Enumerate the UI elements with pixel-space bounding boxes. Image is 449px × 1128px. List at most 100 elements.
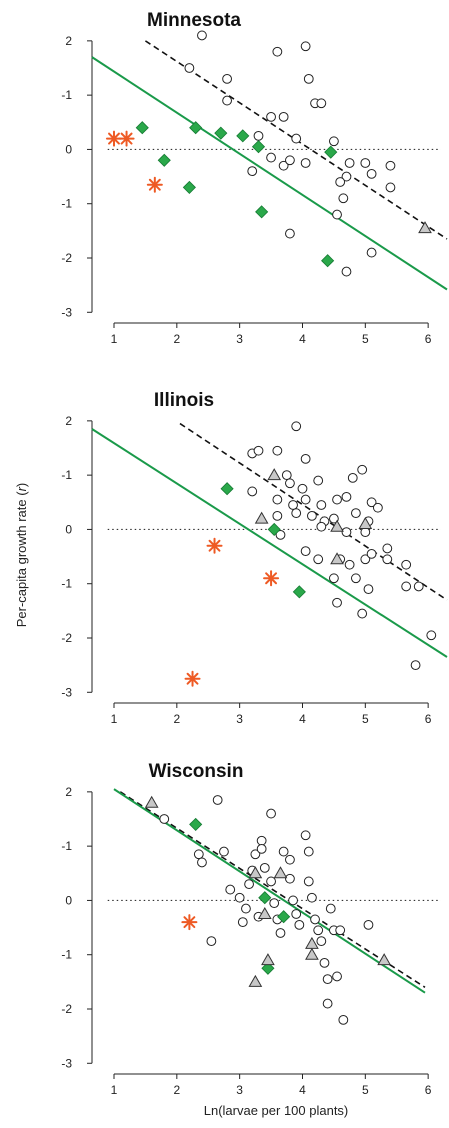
point-diamond — [135, 121, 149, 135]
point-diamond — [267, 522, 281, 536]
point-circle — [193, 849, 204, 860]
point-circle — [372, 502, 383, 513]
y-tick-label: -2 — [61, 631, 72, 645]
y-tick-label: -2 — [61, 1002, 72, 1016]
point-circle — [222, 95, 232, 106]
point-circle — [357, 608, 368, 619]
point-circle — [184, 63, 195, 73]
point-circle — [303, 73, 314, 84]
point-circle — [278, 160, 289, 171]
fit-line-green — [91, 428, 448, 658]
point-circle — [206, 936, 217, 947]
star-stroke — [186, 672, 199, 685]
point-circle — [285, 228, 295, 239]
point-circle — [316, 500, 327, 510]
y-tick-label: 2 — [65, 34, 72, 48]
point-circle — [300, 546, 311, 557]
star-stroke — [120, 132, 133, 145]
point-circle — [316, 936, 327, 947]
point-triangle — [144, 795, 159, 808]
point-triangle — [267, 468, 282, 481]
point-circle — [266, 152, 276, 163]
point-triangle — [248, 866, 263, 879]
point-circle — [341, 266, 352, 277]
panel-wisconsin: Wisconsin 2 -1 0 -1 -2 -3 1 2 3 4 5 6 — [61, 761, 441, 1097]
point-circle — [266, 808, 276, 819]
point-circle — [332, 209, 342, 220]
point-circle — [385, 160, 396, 171]
point-diamond — [236, 129, 250, 143]
x-tick-label: 6 — [425, 712, 432, 726]
point-circle — [350, 573, 361, 584]
point-diamond — [214, 126, 228, 140]
point-circle — [329, 573, 339, 584]
point-circle — [250, 849, 261, 860]
point-circle — [344, 559, 355, 570]
y-tick-label: 0 — [65, 142, 72, 156]
point-circle — [278, 111, 289, 122]
point-circle — [313, 475, 324, 486]
point-circle — [247, 166, 258, 177]
point-circle — [266, 111, 276, 122]
y-tick-label: -1 — [61, 577, 72, 591]
point-circle — [281, 470, 292, 481]
point-diamond — [258, 891, 272, 905]
point-circle — [401, 581, 412, 592]
point-circle — [310, 914, 320, 925]
point-circle — [344, 158, 355, 168]
point-diamond — [220, 482, 234, 496]
point-circle — [303, 846, 314, 857]
point-triangle — [254, 511, 269, 524]
point-circle — [329, 513, 339, 524]
point-circle — [332, 971, 342, 982]
x-tick-label: 3 — [236, 332, 243, 346]
point-circle — [332, 597, 342, 608]
point-star — [206, 537, 223, 554]
point-circle — [426, 630, 437, 641]
y-tick-label: -1 — [61, 88, 72, 102]
point-circle — [285, 478, 295, 489]
point-circle — [366, 168, 377, 179]
star-stroke — [265, 572, 278, 585]
point-circle — [241, 903, 251, 914]
point-diamond — [189, 121, 203, 135]
x-tick-label: 1 — [111, 332, 118, 346]
point-circle — [313, 554, 324, 565]
x-tick-label: 2 — [173, 712, 180, 726]
point-circle — [316, 98, 327, 109]
panel-title: Illinois — [154, 390, 214, 411]
point-circle — [335, 177, 346, 187]
point-circle — [275, 928, 286, 938]
point-circle — [347, 472, 358, 483]
point-circle — [307, 892, 317, 903]
point-circle — [256, 835, 267, 846]
point-star — [118, 130, 135, 147]
point-circle — [325, 903, 336, 914]
point-circle — [341, 491, 352, 502]
panel-title: Wisconsin — [149, 761, 244, 782]
point-circle — [272, 46, 283, 57]
y-axis-title: Per-capita growth rate (r) — [14, 483, 29, 628]
point-circle — [319, 957, 330, 968]
star-stroke — [183, 916, 196, 929]
point-circle — [363, 584, 374, 595]
point-circle — [413, 581, 424, 592]
point-circle — [269, 898, 280, 909]
point-circle — [382, 543, 393, 554]
point-circle — [401, 559, 412, 570]
point-circle — [360, 158, 371, 168]
y-tick-label: -1 — [61, 948, 72, 962]
point-circle — [272, 510, 283, 521]
y-tick-label: -3 — [61, 685, 72, 699]
panel-minnesota: Minnesota 2 -1 0 -1 -2 -3 1 2 3 4 5 6 — [61, 10, 448, 346]
point-diamond — [292, 585, 306, 599]
x-tick-label: 5 — [362, 712, 369, 726]
x-tick-label: 2 — [173, 1083, 180, 1097]
point-circle — [237, 917, 248, 928]
y-tick-label: 0 — [65, 522, 72, 536]
fit-line-dashed — [119, 791, 426, 988]
point-triangle — [261, 953, 275, 966]
y-tick-label: -2 — [61, 251, 72, 265]
point-circle — [316, 521, 327, 532]
point-circle — [366, 497, 377, 508]
